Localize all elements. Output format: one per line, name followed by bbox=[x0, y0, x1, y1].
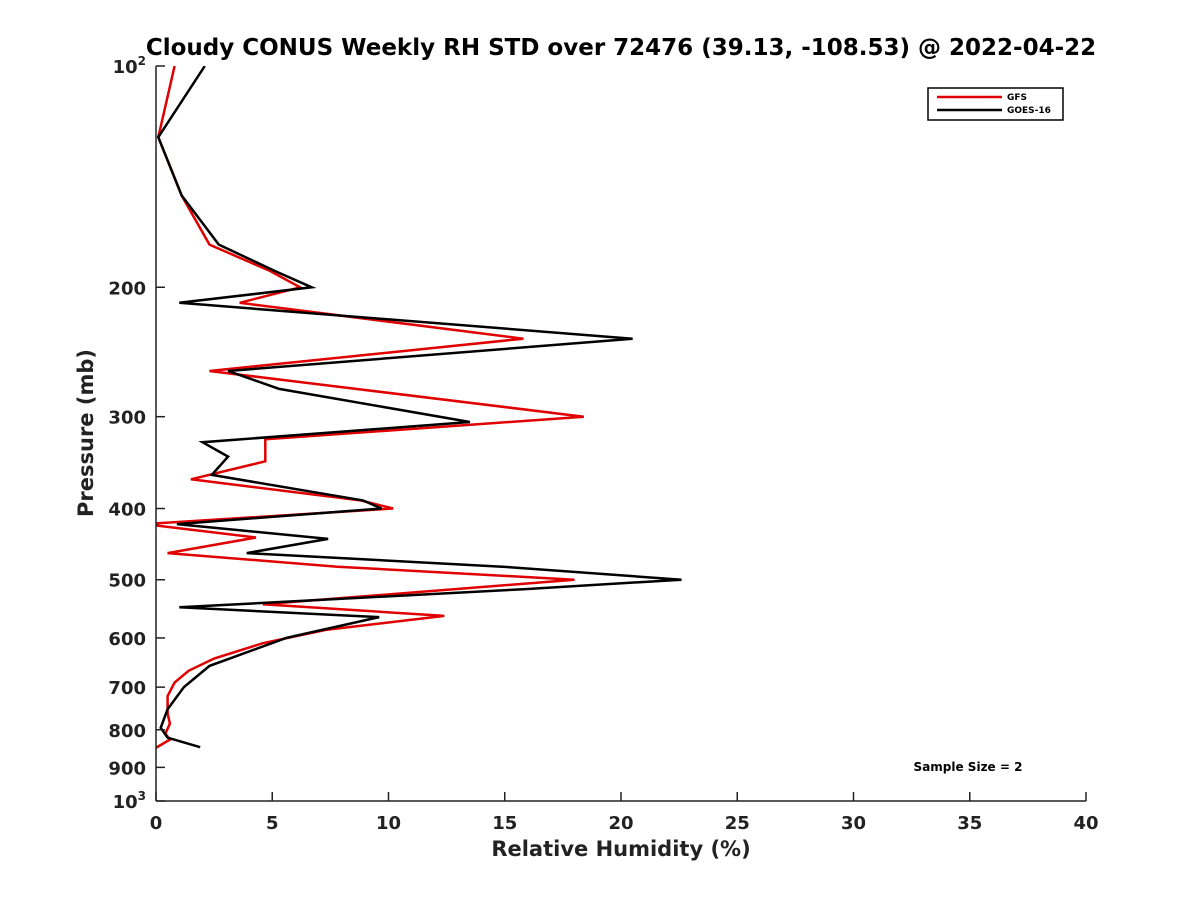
y-tick-label: 600 bbox=[108, 629, 146, 650]
y-tick-base: 10 bbox=[113, 792, 138, 813]
y-tick-base: 10 bbox=[113, 57, 138, 78]
y-tick-label: 200 bbox=[108, 278, 146, 299]
series-line-goes-16 bbox=[156, 66, 682, 749]
legend-label: GFS bbox=[1007, 93, 1027, 103]
y-tick-label: 800 bbox=[108, 721, 146, 742]
x-ticks: 0 5 10 15 20 25 30 35 40 bbox=[150, 792, 1099, 834]
y-tick-label: 103 bbox=[113, 789, 146, 813]
y-tick-label: 500 bbox=[108, 571, 146, 592]
x-tick-label: 5 bbox=[266, 813, 279, 834]
y-tick-label: 700 bbox=[108, 678, 146, 699]
x-tick-label: 10 bbox=[376, 813, 401, 834]
x-tick-label: 0 bbox=[150, 813, 163, 834]
y-tick-label: 900 bbox=[108, 758, 146, 779]
y-axis-label: Pressure (mb) bbox=[74, 349, 98, 517]
x-tick-label: 30 bbox=[841, 813, 866, 834]
series-layer bbox=[156, 66, 682, 750]
x-tick-label: 20 bbox=[608, 813, 633, 834]
chart-title: Cloudy CONUS Weekly RH STD over 72476 (3… bbox=[146, 35, 1096, 61]
y-tick-label: 300 bbox=[108, 408, 146, 429]
legend-box bbox=[927, 87, 1064, 121]
legend: GFS GOES-16 bbox=[927, 87, 1064, 121]
x-tick-label: 25 bbox=[725, 813, 750, 834]
sample-size-annotation: Sample Size = 2 bbox=[914, 760, 1023, 774]
x-tick-label: 35 bbox=[957, 813, 982, 834]
y-tick-exponent: 2 bbox=[138, 54, 146, 68]
axes bbox=[155, 66, 1086, 802]
y-tick-label: 102 bbox=[113, 54, 146, 78]
x-axis-label: Relative Humidity (%) bbox=[491, 837, 750, 861]
x-tick-label: 40 bbox=[1073, 813, 1098, 834]
x-tick-label: 15 bbox=[492, 813, 517, 834]
y-tick-label: 400 bbox=[108, 500, 146, 521]
legend-label: GOES-16 bbox=[1007, 106, 1051, 116]
series-line-gfs bbox=[156, 66, 584, 750]
y-tick-exponent: 3 bbox=[138, 789, 146, 803]
